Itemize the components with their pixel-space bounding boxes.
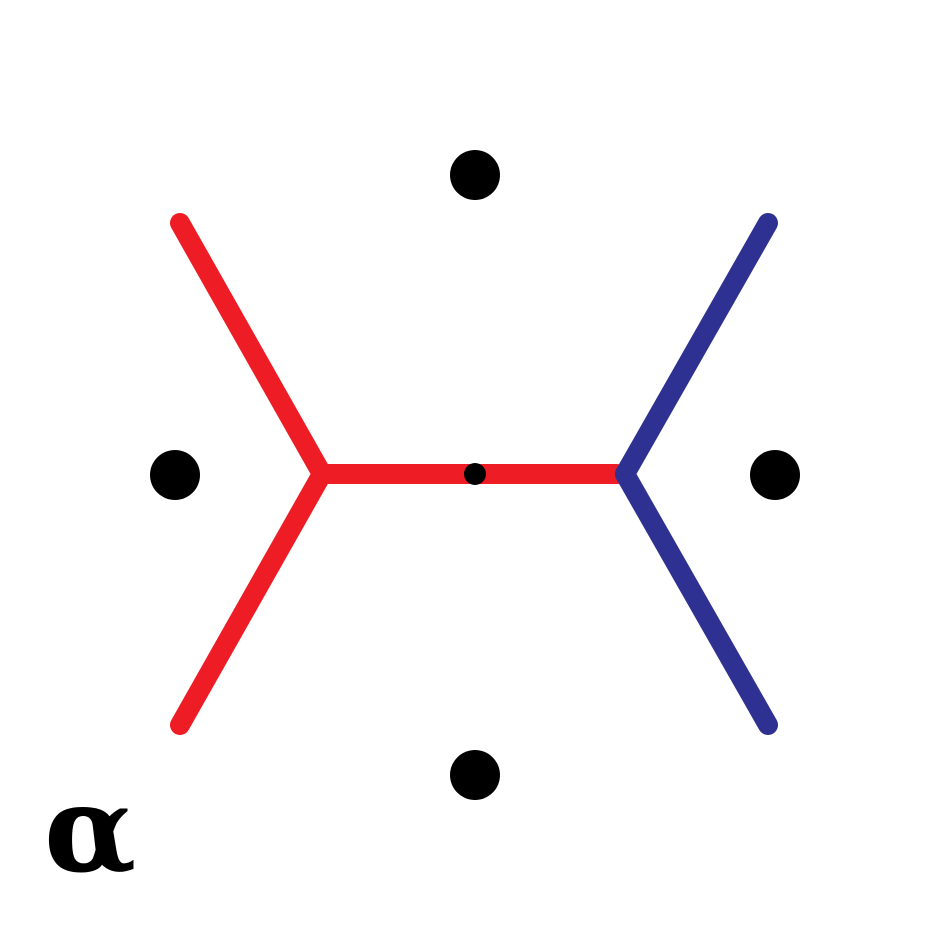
lower-right-blue-line xyxy=(615,464,778,735)
right-point xyxy=(750,450,800,500)
upper-left-red-line xyxy=(170,213,332,484)
top-point xyxy=(450,150,500,200)
lower-left-red-line xyxy=(170,464,332,735)
bottom-point xyxy=(450,750,500,800)
alpha-label: α xyxy=(44,759,137,900)
left-point xyxy=(150,450,200,500)
upper-right-blue-line xyxy=(615,213,778,484)
center-point xyxy=(464,463,486,485)
